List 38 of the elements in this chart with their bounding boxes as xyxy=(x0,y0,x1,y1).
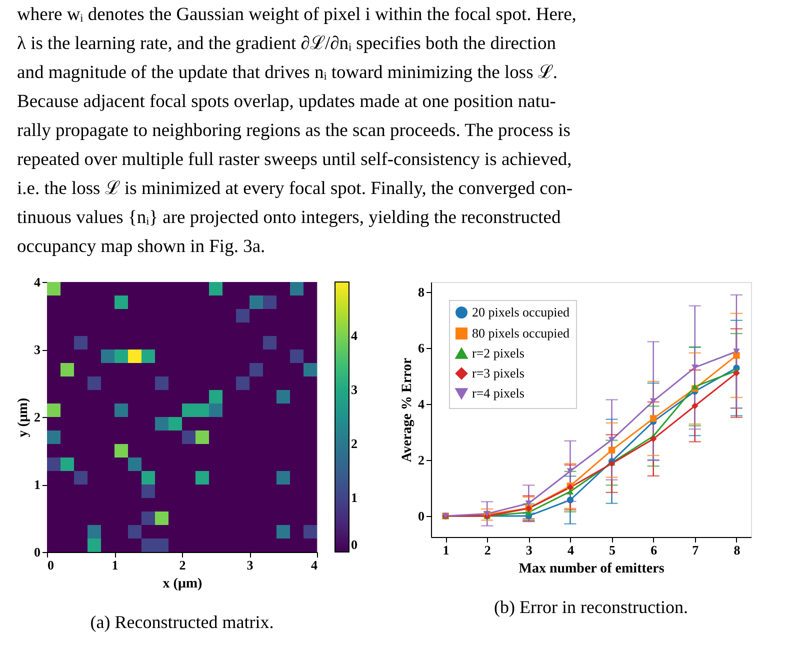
y-axis-title: Average % Error xyxy=(400,358,415,462)
x-axis-title: Max number of emitters xyxy=(518,562,665,576)
y-tick-label: 4 xyxy=(34,274,41,290)
x-tick-label: 3 xyxy=(246,558,254,572)
y-axis-title: y (μm) xyxy=(16,397,31,438)
y-tick-label: 8 xyxy=(418,284,425,300)
color-bar-label: 2 xyxy=(351,436,358,451)
x-tick-label: 6 xyxy=(650,542,658,558)
y-tick-label: 3 xyxy=(34,342,41,357)
text: where wᵢ denotes the Gaussian weight of pixel i within the focal spot. Here, λ is the learning rate, and the gradient ∂ℒ/∂nᵢ specifies both the direction and magnitude of the update that drives nᵢ toward minimizing the loss ℒ. Because adjacent focal spots overlap, updates made at one position natu- rally propagate to neighboring regions as the scan proceeds. The process is repeated over multiple full raster sweeps until self-consistency is achieved, i.e. the loss ℒ is minimized at every focal spot. Finally, the converged con- tinuous values {nᵢ} are projected onto integers, yielding the reconstructed occupancy map shown in Fig. 3a. xyxy=(17,5,576,257)
x-tick-label: 5 xyxy=(609,542,616,558)
text: (a) Reconstructed matrix. xyxy=(90,612,274,632)
text: (b) Error in reconstruction. xyxy=(494,597,688,617)
x-tick-label: 2 xyxy=(179,558,186,572)
color-bar-label: 3 xyxy=(351,382,358,397)
x-tick-label: 4 xyxy=(311,558,318,572)
y-tick-label: 1 xyxy=(34,477,40,492)
legend-label: 20 pixels occupied xyxy=(472,304,570,320)
x-tick-label: 4 xyxy=(567,542,574,558)
legend-label: r=2 pixels xyxy=(472,346,524,360)
y-tick-label: 4 xyxy=(418,396,425,412)
x-tick-label: 1 xyxy=(442,542,450,558)
legend-label: 80 pixels occupied xyxy=(472,326,570,340)
x-tick-label: 3 xyxy=(526,542,533,558)
x-tick-label: 7 xyxy=(692,542,700,558)
x-axis-title: x (μm) xyxy=(162,576,203,592)
x-tick-label: 2 xyxy=(484,542,491,558)
y-tick-label: 2 xyxy=(34,410,40,424)
y-tick-label: 6 xyxy=(418,340,425,356)
x-tick-label: 8 xyxy=(734,542,741,558)
color-bar-label: 1 xyxy=(351,490,358,505)
y-tick-label: 2 xyxy=(418,452,424,468)
legend-label: r=3 pixels xyxy=(472,366,524,380)
color-bar-label: 4 xyxy=(351,328,358,343)
legend-label: r=4 pixels xyxy=(472,386,524,400)
x-tick-label: 0 xyxy=(48,558,54,572)
y-tick-label: 0 xyxy=(418,508,424,524)
x-tick-label: 1 xyxy=(112,558,118,572)
